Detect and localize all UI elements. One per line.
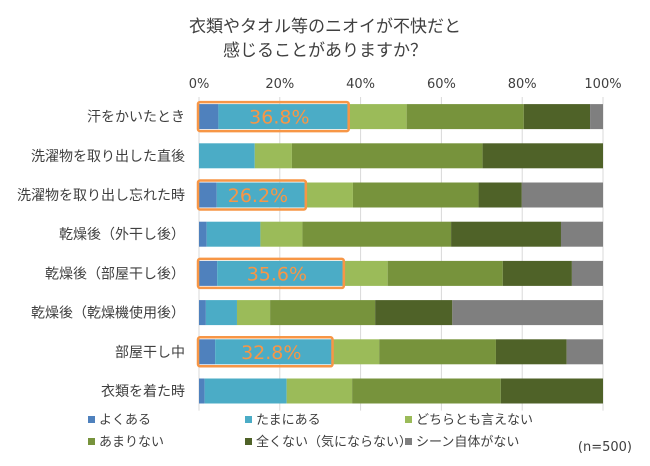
bar-segment xyxy=(566,339,603,365)
bar-segment xyxy=(375,300,453,326)
bar-segment xyxy=(352,378,501,404)
highlight-box xyxy=(196,336,334,368)
bar-segment xyxy=(270,300,376,326)
legend-label: よくある xyxy=(99,413,151,428)
bar-segment xyxy=(199,339,216,365)
bar-segment xyxy=(286,378,353,404)
x-tick-label: 40% xyxy=(346,77,375,92)
highlight-label: 32.8% xyxy=(241,342,301,364)
bar-segment xyxy=(206,221,261,247)
highlight-box xyxy=(196,179,308,211)
highlight-label: 35.6% xyxy=(247,263,307,285)
bar-segment xyxy=(571,260,603,286)
bar-segment xyxy=(254,143,292,169)
bar-segment xyxy=(199,378,205,404)
bar-segment xyxy=(204,378,287,404)
bar-segment xyxy=(236,300,271,326)
bar-segment xyxy=(302,221,452,247)
bar-segment xyxy=(216,182,305,208)
bar-segment xyxy=(304,182,353,208)
legend-label: 全くない（気にならない） xyxy=(256,434,412,450)
x-tick-label: 100% xyxy=(584,77,621,92)
sample-size-note: (n=500) xyxy=(577,440,632,455)
bar-segment xyxy=(347,104,407,130)
bar-segment xyxy=(199,143,255,169)
x-tick-label: 0% xyxy=(189,77,210,92)
highlight-box xyxy=(196,100,350,133)
highlight-label: 36.8% xyxy=(249,107,309,129)
category-label: 洗濯物を取り出し忘れた時 xyxy=(17,188,185,204)
category-label: 乾燥後（乾燥機使用後） xyxy=(31,305,185,322)
bar-segment xyxy=(379,339,496,365)
category-label: 乾燥後（外干し後） xyxy=(59,227,185,243)
bar-segment xyxy=(495,339,567,365)
category-label: 部屋干し中 xyxy=(115,345,185,361)
bar-segment xyxy=(342,260,388,286)
chart-title-line-1: 衣類やタオル等のニオイが不快だと xyxy=(189,17,461,37)
x-tick-label: 20% xyxy=(265,77,294,92)
bar-segment xyxy=(500,378,603,404)
bar-segment xyxy=(502,260,572,286)
bar-segment xyxy=(291,143,483,169)
bar-segment xyxy=(199,182,217,208)
legend-swatch xyxy=(88,438,95,445)
chart-title-line-2: 感じることがありますか？ xyxy=(223,41,427,61)
bar-segment xyxy=(217,260,343,286)
bar-segment xyxy=(260,221,303,247)
x-tick-label: 80% xyxy=(508,77,537,92)
bar-segment xyxy=(482,143,603,169)
bar-segment xyxy=(215,339,332,365)
legend-swatch xyxy=(405,416,412,423)
legend-label: あまりない xyxy=(99,435,164,450)
legend-swatch xyxy=(245,416,252,423)
bar-segment xyxy=(199,300,206,326)
bar-segment xyxy=(387,260,503,286)
bar-segment xyxy=(451,221,561,247)
bar-segment xyxy=(406,104,524,130)
category-label: 衣類を着た時 xyxy=(101,384,185,400)
bar-segment xyxy=(560,221,603,247)
highlight-box xyxy=(196,257,346,290)
bar-segment xyxy=(205,300,237,326)
x-tick-label: 60% xyxy=(427,77,456,92)
bar-segment xyxy=(523,104,591,130)
category-label: 洗濯物を取り出した直後 xyxy=(31,148,185,165)
category-label: 汗をかいたとき xyxy=(87,110,185,126)
legend-label: たまにある xyxy=(256,413,321,428)
category-label: 乾燥後（部屋干し後） xyxy=(45,266,185,282)
bar-segment xyxy=(199,104,219,130)
legend-swatch xyxy=(245,438,252,445)
legend-swatch xyxy=(88,416,95,423)
bar-segment xyxy=(478,182,522,208)
bar-segment xyxy=(590,104,603,130)
legend-label: どちらとも言えない xyxy=(416,413,533,428)
bar-segment xyxy=(199,260,218,286)
bar-segment xyxy=(218,104,348,130)
bar-segment xyxy=(199,221,207,247)
bar-segment xyxy=(331,339,380,365)
highlight-label: 26.2% xyxy=(228,185,288,207)
bar-segment xyxy=(352,182,479,208)
legend-label: シーン自体がない xyxy=(416,435,519,450)
legend-swatch xyxy=(405,438,412,445)
bar-segment xyxy=(521,182,603,208)
bar-segment xyxy=(452,300,603,326)
